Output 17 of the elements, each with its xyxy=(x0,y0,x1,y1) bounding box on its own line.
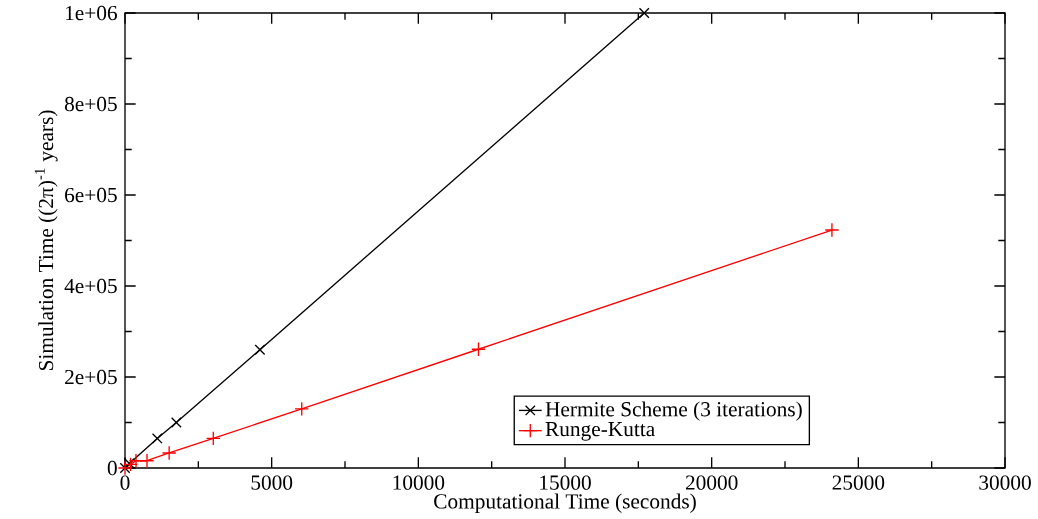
y-tick-label: 4e+05 xyxy=(64,278,117,294)
y-tick-label: 0 xyxy=(107,460,117,476)
y-axis-title: Simulation Time ((2π)$^{-1}$ years) xyxy=(34,110,58,371)
x-tick-label: 25000 xyxy=(832,475,885,490)
y-tick-label: 1e+06 xyxy=(66,5,117,21)
y-tick-label: 2e+05 xyxy=(65,369,117,385)
x-tick-label: 5000 xyxy=(251,475,293,490)
x-tick-label: 0 xyxy=(120,475,130,490)
legend-label: Hermite Scheme (3 iterations) xyxy=(545,401,802,421)
x-tick-label: 15000 xyxy=(540,475,591,490)
y-tick-label: 6e+05 xyxy=(65,187,117,203)
x-tick-label: 20000 xyxy=(685,475,738,490)
y-tick-label: 8e+05 xyxy=(64,96,117,112)
legend-label: Runge-Kutta xyxy=(545,422,655,441)
x-tick-label: 30000 xyxy=(979,475,1031,490)
x-axis-title: Computational Time (seconds) xyxy=(434,493,696,513)
x-tick-label: 10000 xyxy=(393,475,445,490)
